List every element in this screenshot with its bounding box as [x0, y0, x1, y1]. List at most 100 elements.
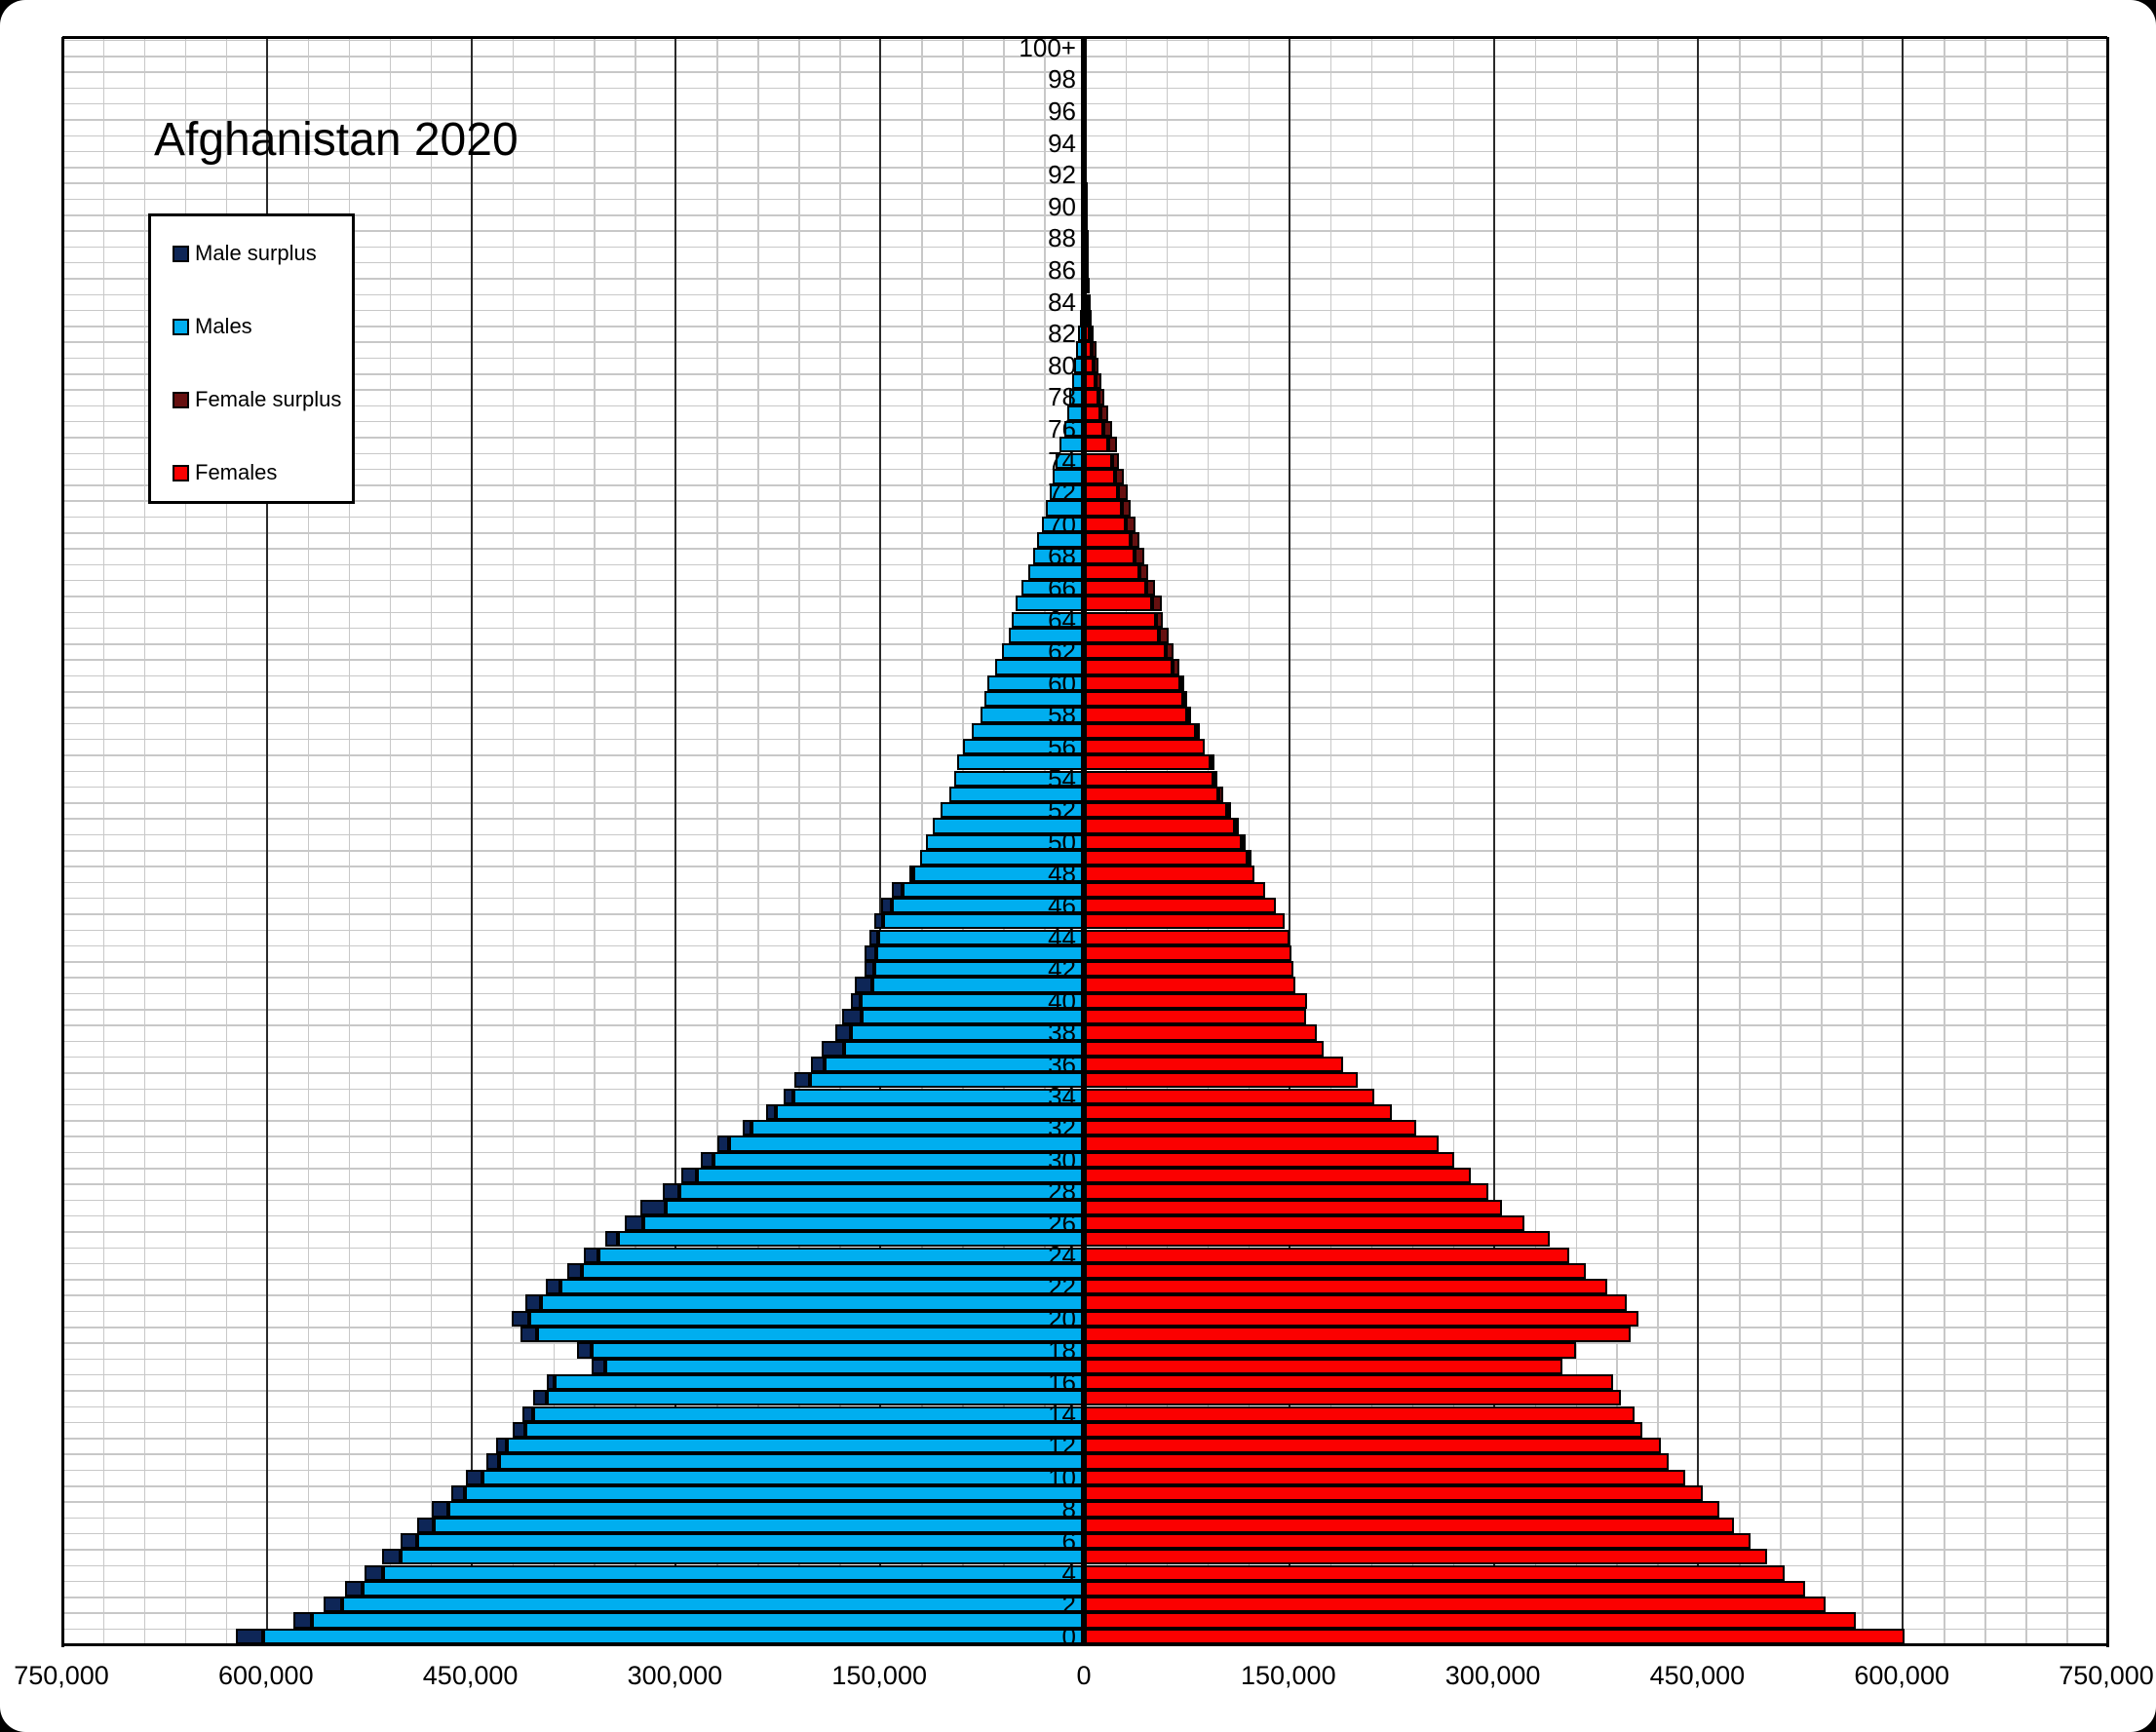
bar-male-surplus-age-34	[784, 1088, 794, 1104]
bar-female-surplus-age-50	[1242, 833, 1247, 850]
bar-male-surplus-age-39	[842, 1009, 863, 1025]
gridline-minor	[716, 37, 718, 1644]
age-label-72: 72	[1048, 478, 1076, 508]
gridline-minor	[1657, 37, 1659, 1644]
gridline-minor	[184, 37, 187, 1644]
bar-male-surplus-age-18	[576, 1342, 593, 1359]
bar-male-surplus-age-42	[864, 961, 874, 978]
age-label-82: 82	[1048, 319, 1076, 349]
gridline-minor	[921, 37, 923, 1644]
age-label-18: 18	[1048, 1335, 1076, 1366]
bar-female-surplus-age-77	[1099, 404, 1109, 421]
age-label-22: 22	[1048, 1272, 1076, 1302]
age-label-70: 70	[1048, 509, 1076, 539]
bar-female-surplus-age-80	[1093, 357, 1099, 373]
gridline-minor	[1821, 37, 1823, 1644]
gridline-minor	[348, 37, 351, 1644]
bar-male-surplus-age-48	[908, 866, 914, 882]
gridline-major	[1697, 37, 1700, 1644]
age-label-40: 40	[1048, 985, 1076, 1016]
bar-male-surplus-age-5	[381, 1549, 402, 1565]
bar-male-surplus-age-26	[624, 1214, 644, 1232]
gridline-major	[1902, 37, 1905, 1644]
gridline-minor	[430, 37, 433, 1644]
gridline-major	[879, 37, 882, 1644]
x-tick-label-8: 450,000	[1649, 1661, 1746, 1690]
x-tick-label-9: 600,000	[1854, 1661, 1949, 1690]
bar-female-surplus-age-71	[1122, 500, 1131, 517]
gridline-minor	[143, 37, 146, 1644]
x-tick-label-7: 300,000	[1444, 1661, 1541, 1690]
bar-male-surplus-age-8	[432, 1501, 449, 1518]
age-label-58: 58	[1048, 700, 1076, 730]
x-tick-label-10: 750,000	[2059, 1661, 2154, 1690]
age-label-74: 74	[1048, 445, 1076, 476]
age-label-88: 88	[1048, 223, 1076, 253]
bar-female-surplus-age-70	[1126, 516, 1136, 532]
gridline-minor	[1452, 37, 1455, 1644]
bar-male-surplus-age-6	[401, 1532, 418, 1550]
bar-female-surplus-age-63	[1158, 627, 1169, 644]
bar-female-surplus-age-76	[1102, 420, 1113, 438]
bar-male-surplus-age-22	[545, 1279, 560, 1295]
bar-male-surplus-age-38	[835, 1024, 851, 1041]
bar-male-surplus-age-23	[566, 1262, 583, 1280]
bar-male-surplus-age-35	[794, 1072, 810, 1089]
bar-female-surplus-age-84	[1087, 293, 1092, 310]
gridline-minor	[1370, 37, 1373, 1644]
gridline-major	[265, 37, 268, 1644]
age-label-78: 78	[1048, 382, 1076, 412]
age-label-32: 32	[1048, 1113, 1076, 1143]
bar-female-surplus-age-53	[1218, 786, 1223, 803]
bar-female-surplus-age-51	[1235, 818, 1240, 834]
age-label-54: 54	[1048, 763, 1076, 793]
bar-female-surplus-age-66	[1146, 579, 1155, 597]
gridline-minor	[1248, 37, 1251, 1644]
age-label-100plus: 100+	[1019, 32, 1076, 62]
bar-female-surplus-age-67	[1139, 563, 1148, 580]
legend-swatch-icon	[173, 464, 189, 481]
age-label-94: 94	[1048, 128, 1076, 158]
age-label-26: 26	[1048, 1209, 1076, 1239]
gridline-minor	[1329, 37, 1332, 1644]
gridline-minor	[553, 37, 556, 1644]
gridline-minor	[307, 37, 310, 1644]
bar-female-surplus-age-49	[1247, 850, 1251, 866]
bar-female-surplus-age-74	[1112, 452, 1120, 469]
gridline-major	[1492, 37, 1495, 1644]
gridline-major	[470, 37, 473, 1644]
bar-male-surplus-age-32	[743, 1120, 751, 1136]
age-label-52: 52	[1048, 795, 1076, 826]
age-label-64: 64	[1048, 604, 1076, 635]
age-label-2: 2	[1061, 1590, 1076, 1620]
gridline-minor	[2066, 37, 2068, 1644]
age-label-98: 98	[1048, 64, 1076, 95]
bar-female-surplus-age-54	[1213, 770, 1218, 787]
gridline-minor	[102, 37, 105, 1644]
age-label-92: 92	[1048, 160, 1076, 190]
age-label-42: 42	[1048, 954, 1076, 984]
gridline-minor	[635, 37, 636, 1644]
age-label-12: 12	[1048, 1431, 1076, 1461]
age-label-50: 50	[1048, 827, 1076, 857]
bar-male-surplus-age-10	[466, 1469, 483, 1485]
bar-female-surplus-age-59	[1183, 691, 1188, 708]
bar-female-surplus-age-78	[1098, 389, 1104, 405]
gridline-minor	[1575, 37, 1578, 1644]
bar-male-surplus-age-3	[344, 1580, 364, 1597]
bar-male-surplus-age-11	[486, 1453, 499, 1470]
age-label-0: 0	[1061, 1621, 1076, 1651]
bar-male-surplus-age-33	[766, 1103, 776, 1121]
legend-swatch-icon	[173, 391, 189, 408]
bar-male-surplus-age-16	[546, 1373, 556, 1391]
gridline-minor	[798, 37, 800, 1644]
legend-label: Female surplus	[195, 387, 342, 411]
bar-male-surplus-age-12	[496, 1438, 508, 1454]
age-label-20: 20	[1048, 1303, 1076, 1333]
age-label-56: 56	[1048, 732, 1076, 762]
legend-item-female-surplus: Female surplus	[173, 387, 341, 412]
bar-female-surplus-age-62	[1165, 643, 1174, 660]
bar-female-surplus-age-65	[1151, 596, 1162, 612]
